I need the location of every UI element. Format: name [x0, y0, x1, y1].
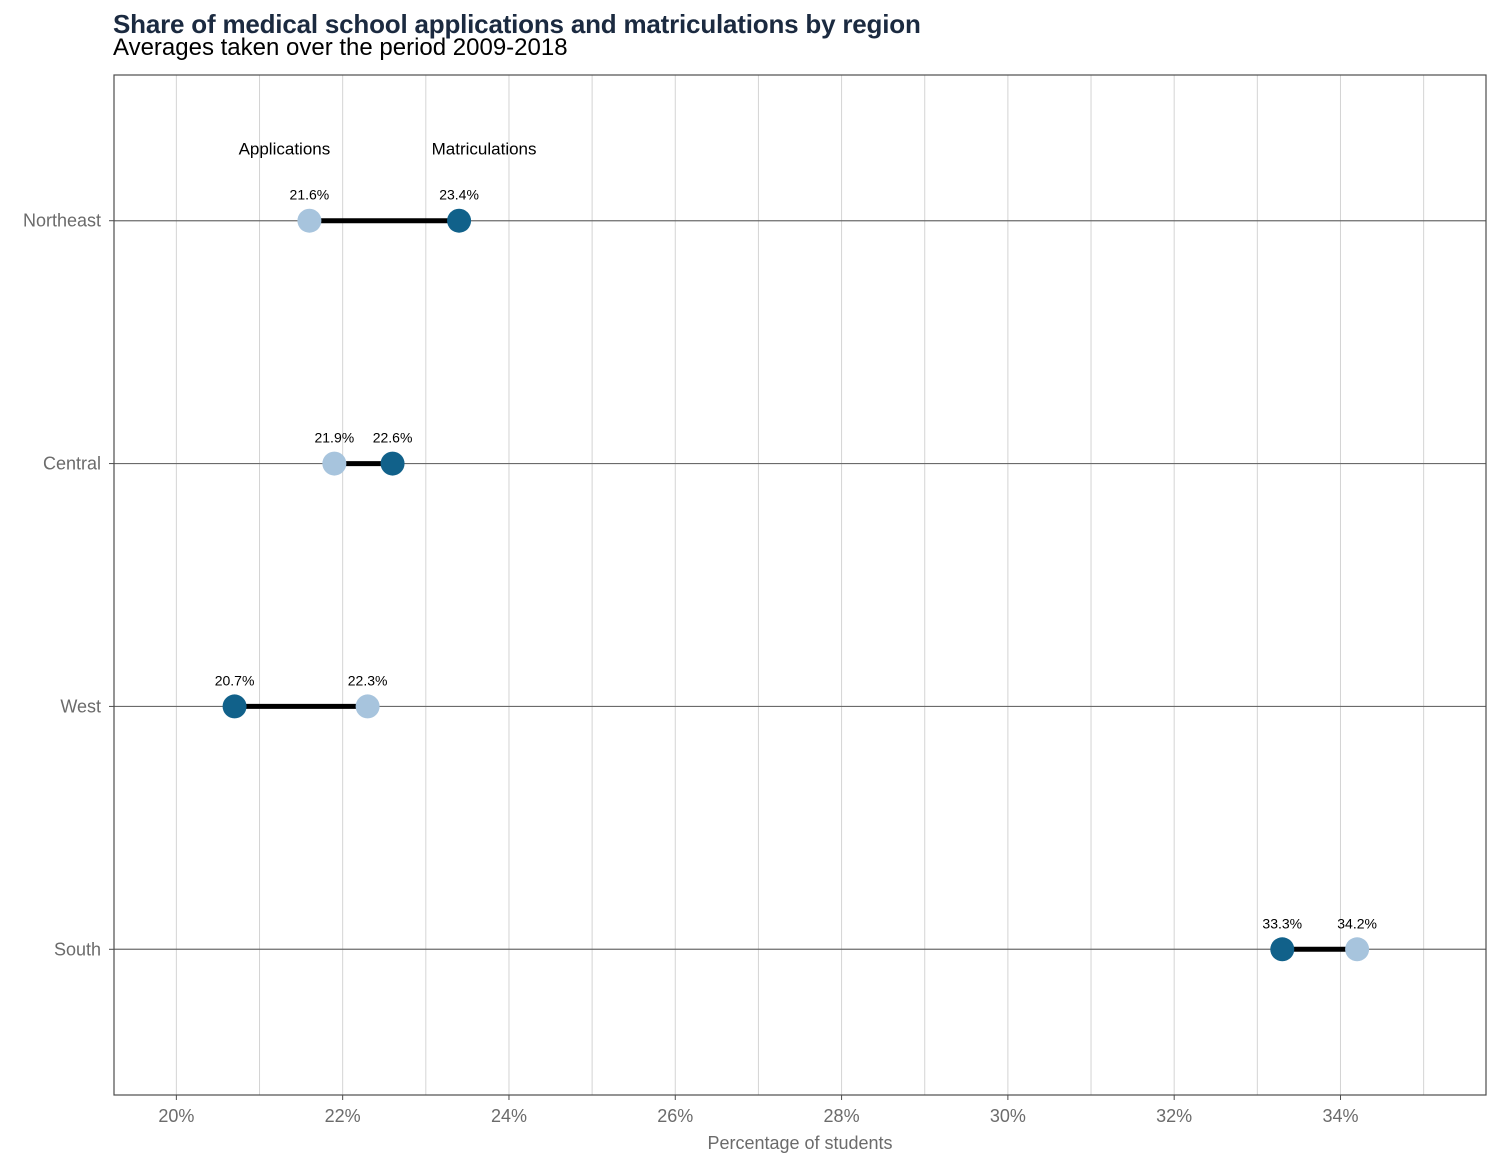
point-matriculations-northeast — [447, 208, 472, 233]
chart-subtitle: Averages taken over the period 2009-2018 — [113, 34, 568, 61]
point-applications-south — [1345, 937, 1370, 962]
point-applications-west — [355, 694, 380, 719]
data-label-matriculations-south: 33.3% — [1262, 915, 1302, 931]
legend-label-applications: Applications — [239, 140, 331, 159]
point-applications-northeast — [297, 208, 322, 233]
x-tick-label: 30% — [990, 1106, 1026, 1126]
data-label-applications-central: 21.9% — [314, 430, 354, 446]
gridlines — [175, 75, 1425, 1095]
point-applications-central — [322, 451, 347, 476]
legend-label-matriculations: Matriculations — [432, 140, 537, 159]
data-label-matriculations-central: 22.6% — [373, 430, 413, 446]
y-tick-label-northeast: Northeast — [23, 211, 101, 231]
x-tick-label: 20% — [158, 1106, 194, 1126]
data-label-matriculations-west: 20.7% — [215, 672, 255, 688]
data-label-applications-northeast: 21.6% — [290, 187, 330, 203]
x-tick-label: 28% — [824, 1106, 860, 1126]
x-tick-label: 22% — [325, 1106, 361, 1126]
data-label-applications-west: 22.3% — [348, 672, 388, 688]
data-labels: 21.6% 21.9% 22.3% 34.2% 23.4% 22.6% 20.7% 33.3% — [215, 187, 1377, 932]
connectors — [234, 218, 1358, 952]
y-tick-label-central: Central — [43, 454, 101, 474]
data-label-applications-south: 34.2% — [1337, 915, 1377, 931]
chart-title: Share of medical school applications and… — [113, 9, 921, 39]
point-matriculations-west — [222, 694, 247, 719]
y-tick-label-west: West — [60, 696, 101, 716]
point-matriculations-central — [380, 451, 405, 476]
x-axis-title: Percentage of students — [707, 1133, 892, 1153]
y-tick-label-south: South — [54, 939, 101, 959]
x-tick-label: 24% — [491, 1106, 527, 1126]
x-tick-label: 32% — [1156, 1106, 1192, 1126]
x-tick-label: 34% — [1322, 1106, 1358, 1126]
legend: Applications Matriculations — [239, 140, 537, 159]
axes: 20% 22% 24% 26% 28% 30% 32% 34% Northeast Central… — [23, 211, 1359, 1126]
plot-panel-border — [113, 74, 1487, 1096]
data-points — [222, 208, 1370, 962]
category-lines — [114, 220, 1486, 950]
x-tick-label: 26% — [657, 1106, 693, 1126]
point-matriculations-south — [1270, 937, 1295, 962]
data-label-matriculations-northeast: 23.4% — [439, 187, 479, 203]
